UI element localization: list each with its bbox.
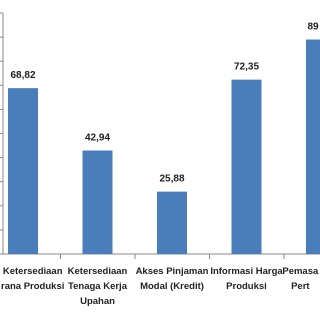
bar: [231, 79, 262, 254]
x-tick-label: Akses Pinjaman Modal (Kredit): [136, 266, 209, 292]
value-label: 72,35: [234, 62, 259, 73]
value-label: 89: [307, 22, 319, 33]
value-label: 42,94: [85, 133, 110, 144]
value-label: 25,88: [159, 174, 184, 185]
bar: [8, 88, 38, 254]
x-tick-label: Pemasa Pert: [282, 266, 319, 292]
x-tick-label: Ketersediaan Tenaga Kerja Upahan: [68, 266, 128, 307]
x-tick-label: Ketersediaan rana Produksi: [1, 266, 64, 292]
x-tick-label: Informasi Harga Produksi: [210, 266, 283, 292]
bar: [157, 191, 187, 254]
bar: [82, 150, 113, 254]
value-label: 68,82: [10, 70, 35, 81]
bar: [306, 39, 320, 255]
